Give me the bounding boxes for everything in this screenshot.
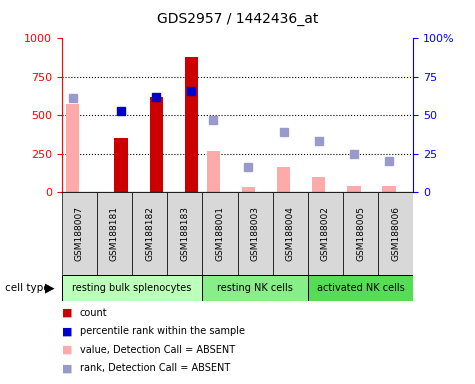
Bar [150, 97, 163, 192]
Text: GSM188002: GSM188002 [321, 206, 330, 261]
Bar [114, 138, 128, 192]
Text: GSM188003: GSM188003 [251, 206, 259, 261]
Text: resting NK cells: resting NK cells [217, 283, 293, 293]
Bar [207, 151, 220, 192]
Text: resting bulk splenocytes: resting bulk splenocytes [72, 283, 192, 293]
Text: ■: ■ [62, 363, 72, 373]
Bar [62, 192, 97, 275]
Text: activated NK cells: activated NK cells [317, 283, 404, 293]
Bar [273, 192, 308, 275]
Bar [277, 167, 290, 192]
Text: GSM188183: GSM188183 [180, 206, 189, 261]
Bar [167, 192, 202, 275]
Text: GSM188004: GSM188004 [286, 206, 294, 261]
Text: GSM188182: GSM188182 [145, 206, 154, 261]
Text: GSM188181: GSM188181 [110, 206, 119, 261]
Text: ■: ■ [62, 308, 72, 318]
Bar [308, 275, 413, 301]
Text: GDS2957 / 1442436_at: GDS2957 / 1442436_at [157, 12, 318, 25]
Text: GSM188006: GSM188006 [391, 206, 400, 261]
Bar [97, 192, 132, 275]
Bar [343, 192, 378, 275]
Text: rank, Detection Call = ABSENT: rank, Detection Call = ABSENT [80, 363, 230, 373]
Text: cell type: cell type [5, 283, 49, 293]
Bar [185, 57, 198, 192]
Text: GSM188007: GSM188007 [75, 206, 84, 261]
Bar [132, 192, 167, 275]
Bar [238, 192, 273, 275]
Bar [242, 187, 255, 192]
Bar [66, 104, 79, 192]
Bar [347, 186, 361, 192]
Bar [202, 192, 238, 275]
Bar [312, 177, 325, 192]
Text: value, Detection Call = ABSENT: value, Detection Call = ABSENT [80, 345, 235, 355]
Bar [202, 275, 308, 301]
Text: GSM188005: GSM188005 [356, 206, 365, 261]
Bar [382, 186, 396, 192]
Bar [378, 192, 413, 275]
Text: ▶: ▶ [45, 281, 55, 295]
Text: count: count [80, 308, 107, 318]
Bar [308, 192, 343, 275]
Text: percentile rank within the sample: percentile rank within the sample [80, 326, 245, 336]
Text: ■: ■ [62, 345, 72, 355]
Bar [62, 275, 202, 301]
Text: ■: ■ [62, 326, 72, 336]
Text: GSM188001: GSM188001 [216, 206, 224, 261]
